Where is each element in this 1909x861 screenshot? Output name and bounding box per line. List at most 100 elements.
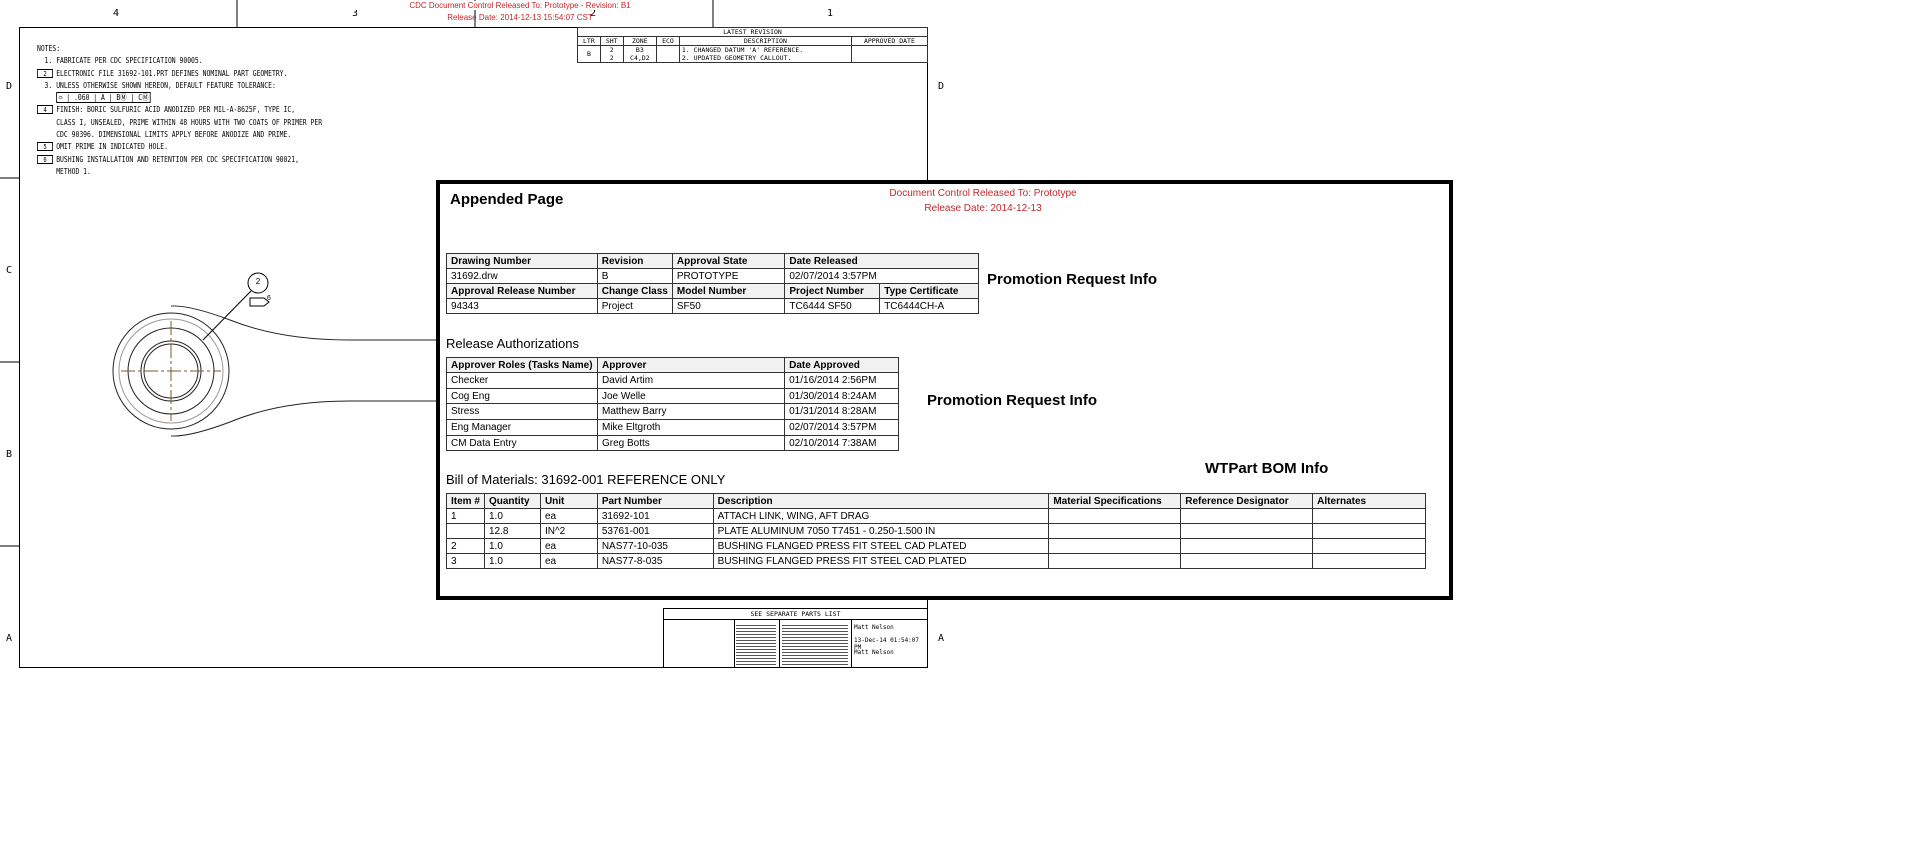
revision-header: DESCRIPTION [678, 36, 852, 46]
column-header: Item # [446, 493, 485, 509]
rev-eco [656, 45, 680, 63]
table-cell: IN^2 [539, 523, 598, 539]
zone-row-a: A [6, 633, 13, 644]
promotion-info-table: Drawing Number Revision Approval State Date… [446, 253, 979, 314]
table-cell: ATTACH LINK, WING, AFT DRAG [712, 508, 1050, 524]
table-cell: ea [539, 553, 598, 569]
column-header: Date Released [784, 253, 979, 269]
table-row: Stress Matthew Barry 01/31/2014 8:28AM [446, 403, 899, 421]
rev-description: 1. CHANGED DATUM 'A' REFERENCE. 2. UPDAT… [678, 45, 852, 63]
column-header: Model Number [671, 283, 786, 299]
table-cell: Matthew Barry [596, 403, 786, 421]
table-cell [1048, 538, 1182, 554]
table-cell: 3 [446, 553, 485, 569]
table-row: Approval Release Number Change Class Model… [446, 283, 979, 299]
table-row: 31692.drw B PROTOTYPE 02/07/2014 3:57PM [446, 268, 979, 284]
table-cell: Eng Manager [446, 419, 598, 436]
note-flag-icon: 2 [37, 68, 53, 78]
table-row: Checker David Artim 01/16/2014 2:56PM [446, 372, 899, 389]
column-header: Drawing Number [446, 253, 598, 269]
table-cell: 94343 [446, 298, 598, 314]
revision-header: APPROVED DATE [850, 36, 929, 46]
table-cell [1180, 523, 1314, 539]
rev-zone: B3 C4,D2 [622, 45, 658, 63]
note-item: CDC 90396. DIMENSIONAL LIMITS APPLY BEFO… [37, 129, 322, 141]
zone-col-2: 2 [590, 8, 597, 19]
appended-page-title: Appended Page [450, 191, 564, 208]
drawn-by: Matt Nelson [854, 624, 894, 631]
zone-row-a-right: A [938, 633, 945, 644]
table-cell: Project [596, 298, 673, 314]
note-marker: 3. [44, 80, 53, 90]
column-header: Project Number [784, 283, 881, 299]
table-cell: 01/31/2014 8:28AM [784, 403, 899, 421]
table-cell [446, 523, 485, 539]
parts-list-note: SEE SEPARATE PARTS LIST [664, 609, 927, 620]
table-cell [1048, 508, 1182, 524]
table-cell: PLATE ALUMINUM 7050 T7451 - 0.250-1.500 … [712, 523, 1050, 539]
column-header: Approval State [671, 253, 786, 269]
table-cell [1180, 553, 1314, 569]
note-item: 1. FABRICATE PER CDC SPECIFICATION 90005. [37, 55, 322, 67]
column-header: Material Specifications [1048, 493, 1182, 509]
table-row: 2 1.0 ea NAS77-10-035 BUSHING FLANGED PRESS … [446, 538, 1426, 554]
note-flag-icon: 4 [37, 105, 53, 115]
note-text: CDC 90396. DIMENSIONAL LIMITS APPLY BEFO… [56, 130, 292, 140]
note-text: UNLESS OTHERWISE SHOWN HEREON, DEFAULT F… [56, 80, 276, 90]
note-item: 2 ELECTRONIC FILE 31692-101.PRT DEFINES N… [37, 68, 322, 80]
table-cell: B [596, 268, 673, 284]
table-cell: CM Data Entry [446, 434, 598, 452]
column-header: Approver [596, 357, 786, 373]
table-cell: TC6444CH-A [879, 298, 979, 314]
note-item: 3. UNLESS OTHERWISE SHOWN HEREON, DEFAULT… [37, 80, 322, 92]
table-row: CM Data Entry Greg Botts 02/10/2014 7:38AM [446, 434, 899, 452]
column-header: Approver Roles (Tasks Name) [446, 357, 598, 373]
table-cell [1180, 538, 1314, 554]
table-row: Cog Eng Joe Welle 01/30/2014 8:24AM [446, 387, 899, 405]
table-cell: NAS77-10-035 [596, 538, 714, 554]
bom-title: Bill of Materials: 31692-001 REFERENCE O… [446, 472, 726, 487]
table-row: Eng Manager Mike Eltgroth 02/07/2014 3:57P… [446, 419, 899, 436]
revision-header: ZONE [622, 36, 658, 46]
revision-title: LATEST REVISION [577, 27, 928, 37]
revision-header: LTR [577, 36, 601, 46]
table-cell: 1.0 [483, 538, 541, 554]
table-cell: ea [539, 508, 598, 524]
table-cell: Stress [446, 403, 598, 421]
note-item: CLASS I, UNSEALED, PRIME WITHIN 48 HOURS… [37, 117, 322, 129]
note-text: CLASS I, UNSEALED, PRIME WITHIN 48 HOURS… [56, 117, 323, 127]
note-text: FABRICATE PER CDC SPECIFICATION 90005. [56, 56, 203, 66]
table-cell: 31692.drw [446, 268, 598, 284]
table-cell [1180, 508, 1314, 524]
table-cell: 12.8 [483, 523, 541, 539]
note-marker: 1. [44, 56, 53, 66]
table-cell: 1 [446, 508, 485, 524]
table-cell: Joe Welle [596, 387, 786, 405]
note-item: 5 OMIT PRIME IN INDICATED HOLE. [37, 141, 322, 153]
table-cell: 02/07/2014 3:57PM [784, 268, 979, 284]
table-cell [1048, 523, 1182, 539]
release-authorizations-table: Approver Roles (Tasks Name) Approver Date … [446, 357, 899, 452]
column-header: Revision [596, 253, 673, 269]
note-item: 4 FINISH: BORIC SULFURIC ACID ANODIZED PE… [37, 104, 322, 116]
note-text: FINISH: BORIC SULFURIC ACID ANODIZED PER… [56, 105, 296, 115]
note-flag-icon: 5 [37, 142, 53, 152]
rev-ltr: B [577, 45, 601, 63]
note-item: 6 BUSHING INSTALLATION AND RETENTION PER … [37, 154, 322, 166]
release-date: Release Date: 2014-12-13 [924, 203, 1042, 214]
note-item: ⌓ | .060 | A | BⓂ | CⓂ [37, 92, 322, 104]
drawn-date: 13-Dec-14 01:54:07 PM [854, 637, 920, 651]
table-row: Drawing Number Revision Approval State Date… [446, 253, 979, 269]
zone-col-1: 1 [827, 8, 834, 19]
table-cell: SF50 [671, 298, 786, 314]
table-row: 94343 Project SF50 TC6444 SF50 TC6444CH-A [446, 298, 979, 314]
zone-row-d-right: D [938, 81, 945, 92]
table-row: 12.8 IN^2 53761-001 PLATE ALUMINUM 7050 T74… [446, 523, 1426, 539]
table-cell: BUSHING FLANGED PRESS FIT STEEL CAD PLAT… [712, 553, 1050, 569]
table-cell: Cog Eng [446, 387, 598, 405]
note-text: BUSHING INSTALLATION AND RETENTION PER C… [56, 154, 299, 164]
table-row: 1 1.0 ea 31692-101 ATTACH LINK, WING, AFT DR… [446, 508, 1426, 524]
note-flag-icon: 6 [37, 154, 53, 164]
release-to: Document Control Released To: Prototype [889, 188, 1077, 199]
zone-row-b: B [6, 449, 13, 460]
